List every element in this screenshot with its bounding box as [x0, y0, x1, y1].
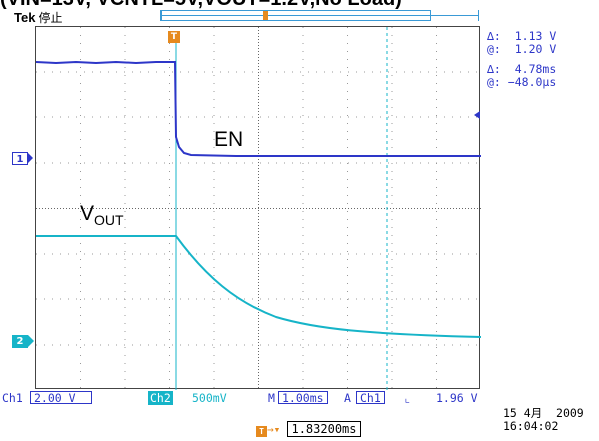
record-window [161, 10, 431, 21]
trigger-source[interactable]: Ch1 [356, 391, 385, 404]
voltage-cursor-readout: ∆: 1.13 V @: 1.20 V [487, 30, 556, 56]
ch2-scale[interactable]: 500mV [192, 391, 227, 405]
ch1-scale[interactable]: 2.00 V [30, 391, 92, 404]
ch2-label[interactable]: Ch2 [148, 391, 173, 405]
record-length-bar [160, 10, 479, 21]
time-at-label: @: [487, 75, 501, 89]
time-cursor-readout: ∆: 4.78ms @: −48.0µs [487, 63, 556, 89]
ch1-en-trace [36, 60, 481, 157]
ch2-vout-trace [36, 235, 481, 338]
brand-logo: Tek [14, 10, 36, 25]
time-delta-value: 4.78ms [514, 62, 557, 76]
record-line [161, 15, 478, 16]
trigger-level[interactable]: 1.96 V [436, 391, 478, 405]
horizontal-position-readout: T →▾ 1.83200ms [256, 421, 361, 437]
time-value: 16:04:02 [503, 419, 559, 433]
page-title: (VIN=13V, VCNTL=5V,VOUT=1.2V,No Load) [0, 0, 599, 10]
trigger-marker-icon: T [168, 31, 180, 43]
trigger-position-icon [263, 11, 268, 20]
vout-trace-label: VOUT [80, 202, 124, 228]
acquisition-status: 停止 [38, 11, 63, 25]
voltage-at-label: @: [487, 42, 501, 56]
time-delta-label: ∆: [487, 62, 501, 76]
falling-edge-icon: ⌞ [404, 391, 411, 405]
scope-status-header: Tek 停止 [14, 9, 62, 26]
vout-label-subscript: OUT [94, 212, 124, 228]
timebase-label: M [268, 391, 275, 405]
graticule-and-traces [36, 27, 481, 390]
en-trace-label: EN [214, 128, 244, 151]
date-time-display: 15 4月 2009 16:04:02 [503, 407, 584, 433]
voltage-at-value: 1.20 V [514, 42, 557, 56]
timebase-value[interactable]: 1.00ms [278, 391, 328, 404]
trigger-level-icon [474, 111, 480, 119]
ch2-ground-marker[interactable]: 2 [12, 335, 34, 348]
trigger-point-icon: T [256, 426, 267, 437]
waveform-screen[interactable] [35, 26, 481, 390]
date-value: 15 4月 2009 [503, 406, 584, 420]
trigger-mode: A [344, 391, 351, 405]
voltage-delta-label: ∆: [487, 29, 501, 43]
scope-settings-bar: Ch1 2.00 V Ch2 500mV M 1.00ms A Ch1 ⌞ 1.… [0, 391, 599, 405]
ch1-label[interactable]: Ch1 [2, 391, 23, 405]
ch1-ground-marker[interactable]: 1 [12, 152, 33, 165]
graticule-center-axes [36, 27, 481, 390]
time-at-value: −48.0µs [507, 75, 557, 89]
voltage-delta-value: 1.13 V [514, 29, 557, 43]
vout-label-main: V [80, 202, 95, 225]
horizontal-position-value[interactable]: 1.83200ms [287, 421, 361, 437]
arrow-right-icon: →▾ [267, 423, 281, 436]
